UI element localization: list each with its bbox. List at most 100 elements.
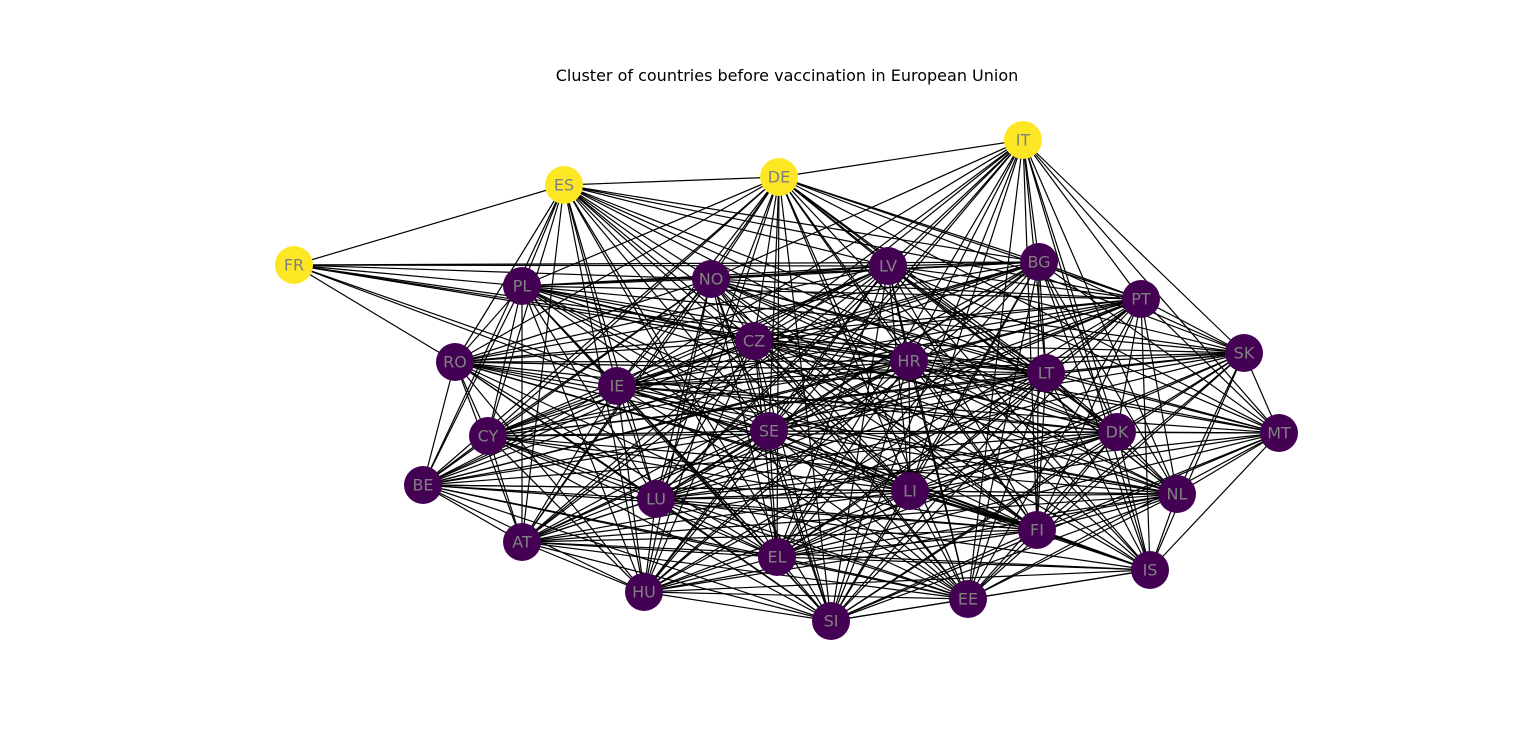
edge-se-si bbox=[768, 430, 832, 622]
node-circle-es bbox=[545, 166, 583, 204]
node-circle-pt bbox=[1122, 280, 1160, 318]
edge-pt-nl bbox=[1140, 298, 1178, 495]
edge-mt-lu bbox=[655, 432, 1280, 500]
edge-pl-nl bbox=[521, 285, 1178, 495]
edge-fi-el bbox=[776, 529, 1038, 558]
edge-sk-is bbox=[1149, 352, 1245, 571]
node-ie: IE bbox=[598, 367, 636, 405]
edge-cz-be bbox=[422, 340, 755, 486]
node-label-no: NO bbox=[699, 270, 724, 289]
edge-es-ee bbox=[563, 184, 969, 600]
edge-pt-fi bbox=[1036, 298, 1142, 531]
node-ee: EE bbox=[949, 580, 987, 618]
edge-hr-lt bbox=[908, 360, 1047, 374]
edge-no-ro bbox=[454, 278, 712, 363]
edge-ie-is bbox=[616, 385, 1151, 571]
edge-cy-ee bbox=[487, 435, 969, 600]
edge-bg-mt bbox=[1038, 261, 1280, 434]
node-ro: RO bbox=[436, 343, 474, 381]
edge-lt-ie bbox=[616, 372, 1047, 387]
edge-ro-be bbox=[422, 361, 456, 486]
edge-hr-ie bbox=[616, 360, 910, 387]
edge-no-ie bbox=[616, 278, 712, 387]
edge-it-se bbox=[768, 139, 1024, 432]
edge-lv-lu bbox=[655, 265, 889, 500]
edge-no-hu bbox=[643, 278, 712, 593]
edge-no-hr bbox=[710, 278, 910, 362]
edge-sk-se bbox=[768, 352, 1245, 432]
edge-mt-is bbox=[1149, 432, 1280, 571]
node-lt: LT bbox=[1027, 354, 1065, 392]
node-fr: FR bbox=[275, 246, 313, 284]
node-label-ee: EE bbox=[958, 590, 978, 609]
node-label-hu: HU bbox=[632, 583, 656, 602]
node-pl: PL bbox=[503, 267, 541, 305]
edge-el-is bbox=[776, 556, 1151, 571]
edge-es-lu bbox=[563, 184, 657, 500]
node-label-dk: DK bbox=[1106, 423, 1129, 442]
node-circle-cz bbox=[735, 322, 773, 360]
edge-pt-ro bbox=[454, 298, 1142, 363]
edge-be-ee bbox=[422, 484, 969, 600]
node-cz: CZ bbox=[735, 322, 773, 360]
edge-se-ee bbox=[768, 430, 969, 600]
node-label-se: SE bbox=[759, 422, 779, 441]
edge-sk-fi bbox=[1036, 352, 1245, 531]
node-label-fi: FI bbox=[1030, 521, 1044, 540]
node-mt: MT bbox=[1260, 414, 1298, 452]
edge-at-hu bbox=[521, 541, 645, 593]
edge-dk-lu bbox=[655, 431, 1118, 500]
edge-pt-mt bbox=[1140, 298, 1280, 434]
edge-ro-fi bbox=[454, 361, 1038, 531]
graph-nodes: IT DE ES FR PL NO LV BG PT SK CZ HR LT RO IE CY SE DK MT BE… bbox=[275, 121, 1298, 640]
edge-sk-lu bbox=[655, 352, 1245, 500]
edge-dk-at bbox=[521, 431, 1118, 543]
node-label-pl: PL bbox=[513, 277, 532, 296]
edge-at-si bbox=[521, 541, 832, 622]
edge-ee-si bbox=[830, 598, 969, 622]
edge-lt-el bbox=[776, 372, 1047, 558]
edge-ie-cy bbox=[487, 385, 618, 437]
edge-it-pt bbox=[1022, 139, 1142, 300]
edge-pt-is bbox=[1140, 298, 1151, 571]
edge-no-pt bbox=[710, 278, 1142, 300]
edge-de-ro bbox=[454, 176, 780, 363]
node-dk: DK bbox=[1098, 413, 1136, 451]
node-is: IS bbox=[1131, 551, 1169, 589]
node-label-lu: LU bbox=[646, 490, 666, 509]
node-el: EL bbox=[758, 538, 796, 576]
node-label-mt: MT bbox=[1267, 424, 1291, 443]
edge-no-lu bbox=[655, 278, 712, 500]
edge-bg-lu bbox=[655, 261, 1040, 500]
edge-no-at bbox=[521, 278, 712, 543]
edge-de-dk bbox=[778, 176, 1118, 433]
edge-fr-bg bbox=[293, 261, 1040, 266]
edge-pt-cy bbox=[487, 298, 1142, 437]
edge-dk-be bbox=[422, 431, 1118, 486]
node-circle-sk bbox=[1225, 334, 1263, 372]
node-label-de: DE bbox=[768, 168, 790, 187]
node-circle-lv bbox=[869, 247, 907, 285]
node-circle-fi bbox=[1018, 511, 1056, 549]
edge-bg-cz bbox=[753, 261, 1040, 342]
edge-mt-fi bbox=[1036, 432, 1280, 531]
edge-es-fr bbox=[293, 184, 565, 266]
edge-bg-at bbox=[521, 261, 1040, 543]
edge-ro-ie bbox=[454, 361, 618, 387]
edge-fi-is bbox=[1036, 529, 1151, 571]
edge-cz-ie bbox=[616, 340, 755, 387]
edge-dk-mt bbox=[1116, 431, 1280, 434]
edge-sk-hr bbox=[908, 352, 1245, 362]
edge-it-sk bbox=[1022, 139, 1245, 354]
node-circle-at bbox=[503, 523, 541, 561]
edge-se-be bbox=[422, 430, 770, 486]
edge-se-li bbox=[768, 430, 911, 492]
edge-lv-sk bbox=[887, 265, 1245, 354]
node-it: IT bbox=[1004, 121, 1042, 159]
node-circle-se bbox=[750, 412, 788, 450]
edge-nl-fi bbox=[1036, 493, 1178, 531]
node-circle-ee bbox=[949, 580, 987, 618]
edge-li-el bbox=[776, 490, 911, 558]
edge-de-ee bbox=[778, 176, 969, 600]
edge-cz-ro bbox=[454, 340, 755, 363]
